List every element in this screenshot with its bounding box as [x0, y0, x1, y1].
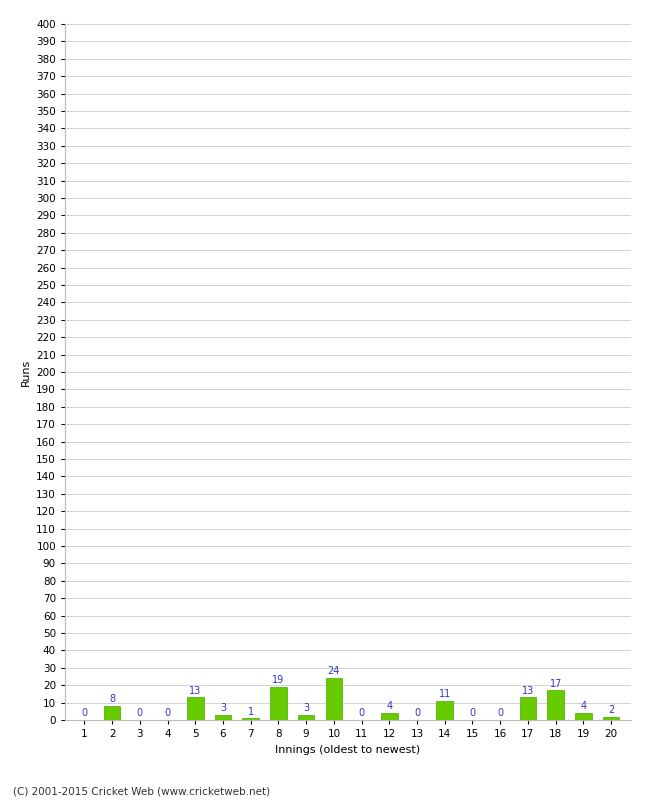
Bar [436, 701, 453, 720]
Bar [270, 687, 287, 720]
Text: 24: 24 [328, 666, 340, 677]
Bar [326, 678, 342, 720]
Text: 8: 8 [109, 694, 115, 704]
Text: 0: 0 [359, 708, 365, 718]
Bar [242, 718, 259, 720]
Text: (C) 2001-2015 Cricket Web (www.cricketweb.net): (C) 2001-2015 Cricket Web (www.cricketwe… [13, 786, 270, 796]
Text: 17: 17 [549, 678, 562, 689]
Bar [104, 706, 120, 720]
Bar [519, 698, 536, 720]
Bar [547, 690, 564, 720]
Text: 13: 13 [522, 686, 534, 696]
Text: 3: 3 [220, 703, 226, 713]
Y-axis label: Runs: Runs [21, 358, 31, 386]
Text: 0: 0 [497, 708, 503, 718]
Bar [298, 714, 315, 720]
Bar [187, 698, 203, 720]
Text: 1: 1 [248, 706, 254, 717]
Text: 0: 0 [414, 708, 420, 718]
Bar [603, 717, 619, 720]
Text: 4: 4 [386, 702, 393, 711]
Bar [575, 713, 592, 720]
Text: 13: 13 [189, 686, 202, 696]
Text: 0: 0 [136, 708, 143, 718]
Text: 2: 2 [608, 705, 614, 714]
Text: 19: 19 [272, 675, 285, 685]
Text: 0: 0 [164, 708, 171, 718]
X-axis label: Innings (oldest to newest): Innings (oldest to newest) [275, 745, 421, 754]
Text: 11: 11 [439, 689, 451, 699]
Text: 3: 3 [303, 703, 309, 713]
Text: 0: 0 [81, 708, 88, 718]
Text: 0: 0 [469, 708, 476, 718]
Bar [381, 713, 398, 720]
Text: 4: 4 [580, 702, 586, 711]
Bar [214, 714, 231, 720]
